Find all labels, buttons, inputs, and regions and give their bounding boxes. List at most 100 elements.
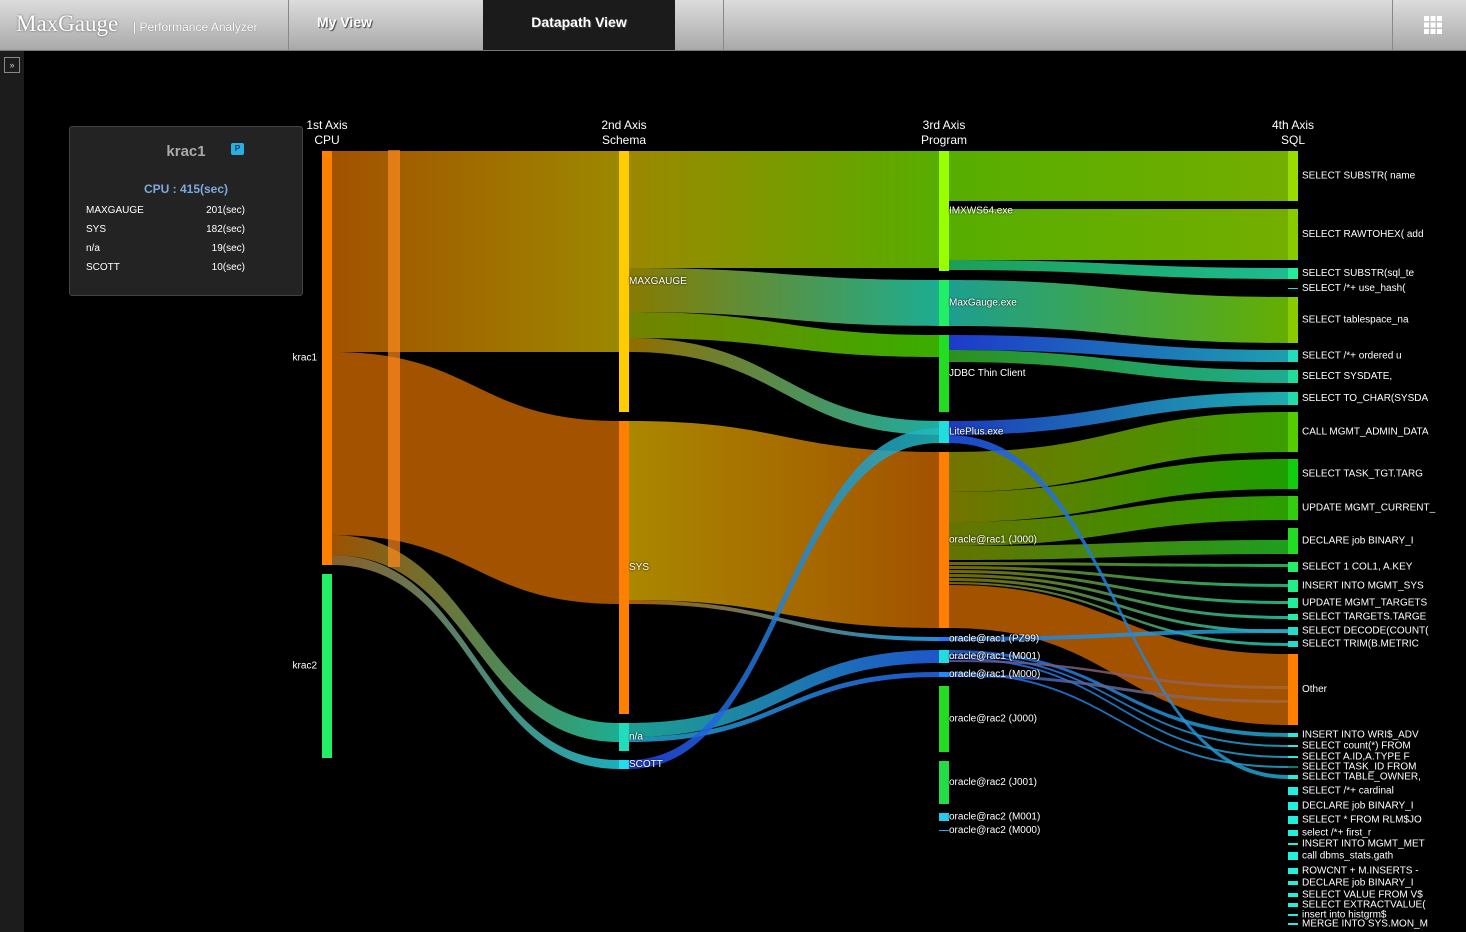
node-label: SELECT EXTRACTVALUE( bbox=[1302, 900, 1426, 911]
node bbox=[1288, 868, 1298, 874]
node bbox=[1288, 297, 1298, 343]
axis-title: 1st Axis bbox=[306, 118, 347, 132]
node bbox=[1288, 614, 1298, 620]
node-label: INSERT INTO MGMT_SYS bbox=[1302, 581, 1424, 592]
node bbox=[1288, 654, 1298, 725]
link bbox=[949, 209, 1288, 260]
node bbox=[322, 151, 332, 565]
tooltip-row-value: 182(sec) bbox=[206, 224, 245, 235]
axis-subtitle: SQL bbox=[1281, 133, 1305, 147]
expand-button[interactable]: » bbox=[4, 57, 20, 73]
node-label: SELECT /*+ ordered u bbox=[1302, 351, 1402, 362]
node bbox=[619, 723, 629, 751]
tooltip-badge: P bbox=[231, 143, 244, 155]
separator bbox=[288, 0, 289, 50]
axis-subtitle: Schema bbox=[602, 133, 646, 147]
node bbox=[939, 830, 949, 831]
node-label: SYS bbox=[629, 562, 649, 573]
node-label: SELECT /*+ cardinal bbox=[1302, 786, 1394, 797]
node-label: oracle@rac1 (M001) bbox=[949, 651, 1040, 662]
node bbox=[1288, 598, 1298, 608]
tab[interactable]: My View bbox=[317, 14, 372, 30]
link bbox=[949, 674, 1288, 703]
axis-title: 4th Axis bbox=[1272, 118, 1314, 132]
node bbox=[1288, 151, 1298, 201]
node-label: SELECT VALUE FROM V$ bbox=[1302, 890, 1423, 901]
node-label: oracle@rac1 (PZ99) bbox=[949, 634, 1039, 645]
tooltip-title: krac1 bbox=[166, 143, 206, 160]
link bbox=[629, 268, 939, 326]
node bbox=[939, 672, 949, 677]
node bbox=[1288, 881, 1298, 885]
node bbox=[1288, 830, 1298, 836]
node bbox=[1288, 641, 1298, 647]
link bbox=[949, 660, 1288, 689]
link bbox=[949, 392, 1288, 435]
node-label: SELECT /*+ use_hash( bbox=[1302, 283, 1406, 294]
separator bbox=[723, 0, 724, 50]
node-label: SELECT DECODE(COUNT( bbox=[1302, 626, 1429, 637]
selection-bar bbox=[388, 150, 400, 567]
node-label: IMXWS64.exe bbox=[949, 206, 1013, 217]
node bbox=[939, 650, 949, 663]
menu-grid-button[interactable] bbox=[1424, 16, 1442, 34]
node-label: oracle@rac2 (M001) bbox=[949, 812, 1040, 823]
node-label: DECLARE job BINARY_I bbox=[1302, 801, 1414, 812]
node-label: MAXGAUGE bbox=[629, 276, 687, 287]
node bbox=[1288, 756, 1298, 758]
node-label: oracle@rac1 (J000) bbox=[949, 535, 1037, 546]
node bbox=[1288, 852, 1298, 860]
node-label: MaxGauge.exe bbox=[949, 298, 1017, 309]
node bbox=[322, 574, 332, 758]
link bbox=[949, 574, 1288, 619]
node-label: UPDATE MGMT_CURRENT_ bbox=[1302, 503, 1436, 514]
node bbox=[939, 151, 949, 271]
node-label: SELECT tablespace_na bbox=[1302, 315, 1409, 326]
axis-title: 3rd Axis bbox=[923, 118, 966, 132]
tooltip-row-label: n/a bbox=[86, 243, 100, 254]
tooltip-row-value: 201(sec) bbox=[206, 205, 245, 216]
links bbox=[332, 150, 1288, 779]
node-label: Other bbox=[1302, 684, 1328, 695]
header: MaxGauge | Performance Analyzer My View … bbox=[0, 0, 1466, 51]
node-label: MERGE INTO SYS.MON_M bbox=[1302, 919, 1428, 930]
node bbox=[1288, 745, 1298, 747]
link bbox=[629, 650, 939, 737]
link bbox=[629, 312, 939, 357]
node bbox=[939, 686, 949, 752]
link bbox=[949, 459, 1288, 522]
node bbox=[1288, 412, 1298, 452]
node-label: SELECT TO_CHAR(SYSDA bbox=[1302, 393, 1428, 404]
axis-subtitle: CPU bbox=[314, 133, 339, 147]
node-label: DECLARE job BINARY_I bbox=[1302, 878, 1414, 889]
link bbox=[629, 600, 939, 641]
node bbox=[1288, 580, 1298, 592]
logo: MaxGauge bbox=[16, 11, 119, 36]
link bbox=[949, 566, 1288, 587]
link bbox=[332, 555, 619, 769]
node-label: INSERT INTO WRI$_ADV bbox=[1302, 730, 1419, 741]
separator bbox=[1392, 0, 1393, 50]
node-label: SELECT SUBSTR(sql_te bbox=[1302, 268, 1415, 279]
link bbox=[949, 260, 1288, 279]
node bbox=[1288, 766, 1298, 768]
node bbox=[1288, 843, 1298, 845]
node bbox=[939, 761, 949, 804]
link bbox=[332, 535, 619, 742]
node bbox=[1288, 350, 1298, 362]
node bbox=[619, 151, 629, 412]
node-label: krac2 bbox=[293, 661, 318, 672]
node-label: SELECT SYSDATE, bbox=[1302, 371, 1392, 382]
node bbox=[619, 421, 629, 714]
link bbox=[949, 650, 1288, 737]
node-label: insert into histgrm$ bbox=[1302, 910, 1387, 921]
link bbox=[949, 582, 1288, 646]
link bbox=[949, 335, 1288, 362]
node-label: ROWCNT + M.INSERTS - bbox=[1302, 866, 1419, 877]
link bbox=[949, 280, 1288, 343]
tab-active[interactable]: Datapath View bbox=[483, 0, 675, 50]
node bbox=[1288, 733, 1298, 737]
link bbox=[332, 151, 619, 352]
link bbox=[949, 562, 1288, 567]
